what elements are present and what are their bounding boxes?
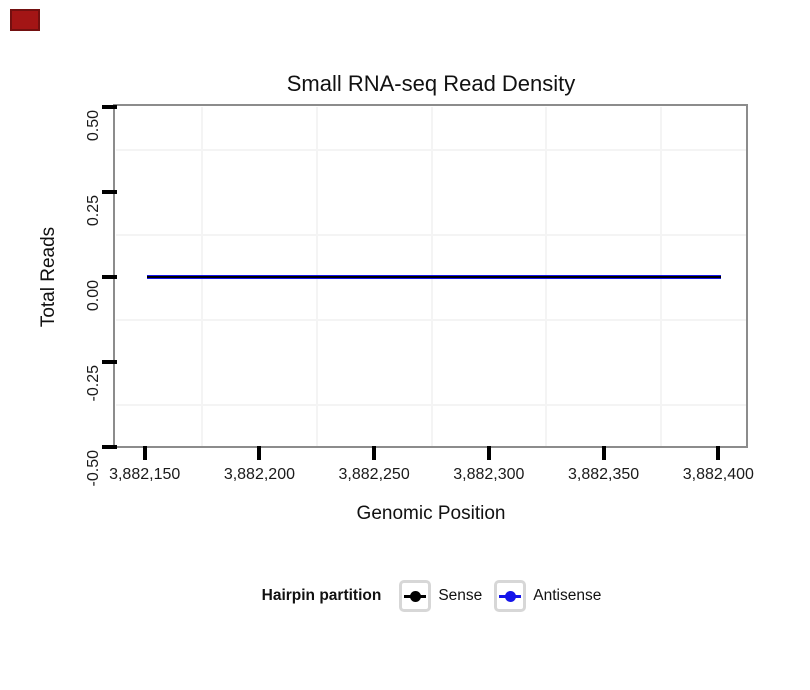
y-axis-title: Total Reads [38, 226, 59, 328]
y-axis-tick [102, 360, 117, 364]
x-axis-tick-label: 3,882,250 [338, 466, 410, 483]
legend-entries: Sense Antisense [399, 580, 601, 612]
y-axis-tick [102, 105, 117, 109]
red-marker [10, 9, 40, 31]
y-axis-tick-label: 0.00 [85, 280, 102, 312]
x-axis-tick-label: 3,882,200 [223, 466, 295, 483]
plot-panel-border [113, 104, 748, 448]
y-axis-tick [102, 445, 117, 449]
x-axis-tick [372, 446, 377, 460]
y-axis-tick-label: 0.25 [85, 195, 102, 227]
legend-key-icon [494, 580, 527, 612]
x-axis-tick-label: 3,882,300 [453, 466, 525, 483]
x-axis-title: Genomic Position [356, 503, 506, 524]
gridline-minor-horizontal [116, 148, 747, 151]
gridline-minor-horizontal [116, 233, 747, 236]
x-axis-tick [257, 446, 262, 460]
x-axis-tick-label: 3,882,400 [682, 466, 754, 483]
legend-label: Antisense [533, 587, 602, 604]
gridline-minor-horizontal [116, 403, 747, 406]
y-axis-tick-label: -0.25 [85, 365, 102, 402]
series-line-sense [146, 276, 721, 278]
legend-title: Hairpin partition [261, 587, 382, 604]
chart-title: Small RNA-seq Read Density [286, 71, 576, 96]
legend-entry-sense: Sense [399, 580, 482, 612]
x-axis-tick [142, 446, 147, 460]
legend-entry-antisense: Antisense [494, 580, 601, 612]
y-axis-tick-label: -0.50 [85, 450, 102, 487]
x-axis-tick-label: 3,882,350 [567, 466, 640, 483]
x-axis-tick-label: 3,882,150 [109, 466, 181, 483]
legend: Hairpin partition Sense Antisense [116, 577, 747, 615]
legend-key-icon [399, 580, 432, 612]
y-axis-tick-label: 0.50 [85, 110, 102, 142]
y-axis-tick [102, 275, 117, 279]
x-axis-tick [486, 446, 491, 460]
legend-label: Sense [438, 587, 483, 604]
x-axis-tick [601, 446, 606, 460]
y-axis-tick [102, 190, 117, 194]
gridline-minor-horizontal [116, 318, 747, 321]
x-axis-tick [716, 446, 721, 460]
